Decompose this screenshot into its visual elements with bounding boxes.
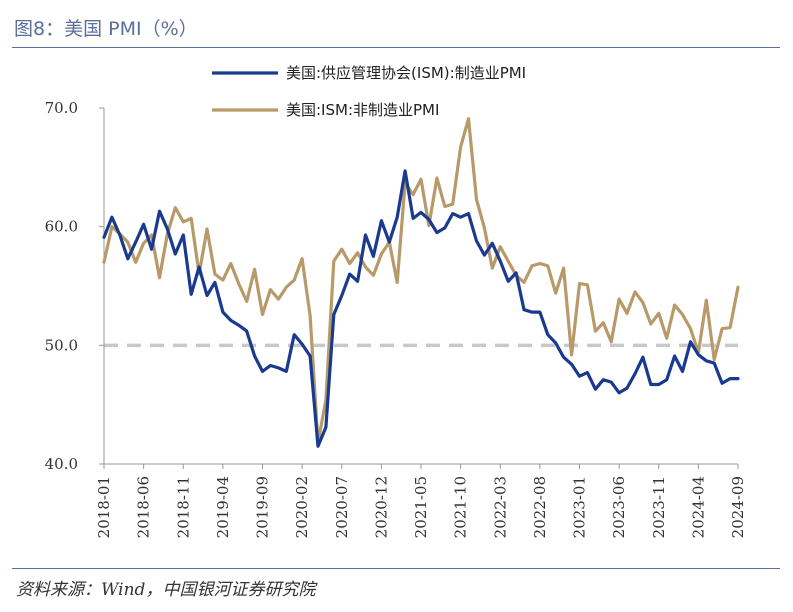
x-tick-label: 2023-11	[650, 476, 668, 538]
x-tick-label: 2020-07	[333, 476, 351, 538]
y-tick-label: 60.0	[45, 218, 78, 236]
x-tick-label: 2022-08	[531, 476, 549, 538]
y-tick-label: 70.0	[45, 99, 78, 117]
x-tick-label: 2018-06	[135, 476, 153, 538]
x-tick-label: 2018-01	[95, 476, 113, 538]
x-tick-label: 2024-04	[689, 476, 707, 538]
y-tick-label: 40.0	[45, 455, 78, 473]
title-rule	[12, 47, 780, 48]
x-tick-label: 2020-12	[372, 476, 390, 538]
source-note: 资料来源：Wind，中国银河证券研究院	[16, 580, 316, 600]
legend-label-non-manufacturing: 美国:ISM:非制造业PMI	[286, 101, 439, 119]
x-tick-label: 2018-11	[174, 476, 192, 538]
y-tick-label: 50.0	[45, 336, 78, 354]
x-tick-label: 2019-09	[254, 476, 272, 538]
legend-label-manufacturing: 美国:供应管理协会(ISM):制造业PMI	[286, 64, 526, 82]
x-tick-label: 2022-03	[491, 476, 509, 538]
x-tick-label: 2024-09	[729, 476, 747, 538]
x-tick-label: 2023-06	[610, 476, 628, 538]
figure-title: 图8：美国 PMI（%）	[14, 18, 198, 40]
x-tick-label: 2023-01	[571, 476, 589, 538]
x-tick-label: 2021-10	[452, 476, 470, 538]
series-line-ism-non-manufacturing	[102, 117, 740, 445]
x-tick-label: 2020-02	[293, 476, 311, 538]
series-line-ism-manufacturing	[102, 169, 740, 448]
source-rule	[12, 568, 780, 569]
x-tick-label: 2021-05	[412, 476, 430, 538]
x-tick-label: 2019-04	[214, 476, 232, 538]
